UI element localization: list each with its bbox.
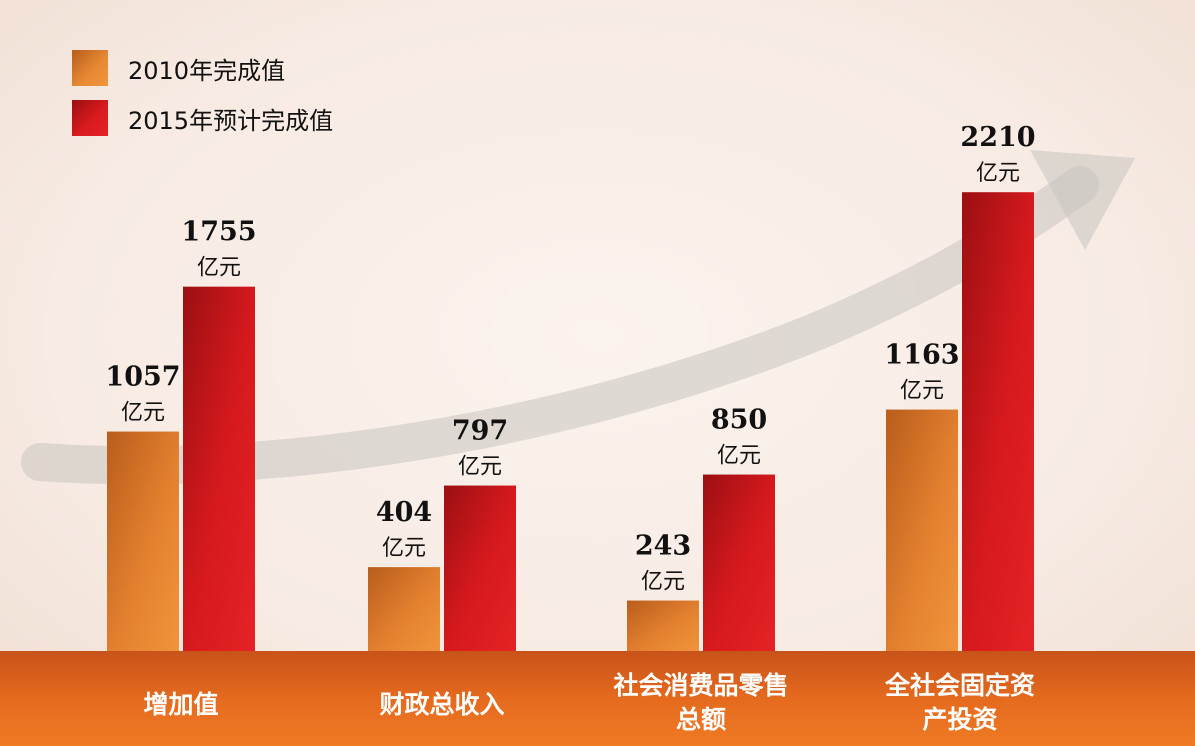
bar-2015-cat3 bbox=[962, 192, 1034, 652]
unit-label-2015-cat1: 亿元 bbox=[458, 455, 502, 480]
category-label-1: 财政总收入 bbox=[379, 690, 504, 719]
bar-2010-cat2 bbox=[627, 600, 699, 651]
legend-label-2010: 2010年完成值 bbox=[128, 56, 286, 85]
unit-label-2010-cat2: 亿元 bbox=[641, 570, 685, 595]
unit-label-2015-cat2: 亿元 bbox=[717, 444, 761, 469]
value-label-2015-cat2: 850 bbox=[711, 405, 767, 436]
legend-swatch-2010 bbox=[72, 50, 108, 86]
category-label-3-line0: 全社会固定资 bbox=[884, 671, 1035, 700]
bar-2015-cat0 bbox=[183, 286, 255, 651]
legend-label-2015: 2015年预计完成值 bbox=[128, 106, 334, 135]
category-label-2-line1: 总额 bbox=[676, 705, 726, 734]
unit-label-2015-cat3: 亿元 bbox=[976, 161, 1020, 186]
category-label-0: 增加值 bbox=[143, 690, 218, 719]
value-labels-group: 1057 亿元 1755 亿元 404 亿元 797 亿元 243 亿元 850 亿元 1163 亿元 22… bbox=[105, 122, 1035, 594]
legend-swatch-2015 bbox=[72, 100, 108, 136]
bar-2015-cat1 bbox=[444, 485, 516, 651]
value-label-2010-cat2: 243 bbox=[635, 531, 691, 562]
category-label-2-line0: 社会消费品零售 bbox=[613, 671, 788, 700]
legend: 2010年完成值 2015年预计完成值 bbox=[72, 50, 333, 150]
value-label-2015-cat1: 797 bbox=[452, 416, 508, 447]
unit-label-2015-cat0: 亿元 bbox=[197, 256, 241, 281]
bars-group bbox=[107, 192, 1034, 652]
legend-item-2010: 2010年完成值 bbox=[72, 50, 333, 86]
category-label-3-line1: 产投资 bbox=[922, 705, 997, 734]
bar-2010-cat1 bbox=[368, 567, 440, 651]
category-axis-band bbox=[0, 651, 1195, 746]
bar-2010-cat0 bbox=[107, 431, 179, 651]
value-label-2010-cat0: 1057 bbox=[105, 362, 180, 393]
bar-2015-cat2 bbox=[703, 474, 775, 651]
legend-item-2015: 2015年预计完成值 bbox=[72, 100, 333, 136]
unit-label-2010-cat0: 亿元 bbox=[121, 401, 165, 426]
value-label-2015-cat3: 2210 bbox=[960, 122, 1035, 153]
value-label-2015-cat0: 1755 bbox=[181, 217, 256, 248]
bar-2010-cat3 bbox=[886, 409, 958, 651]
value-label-2010-cat1: 404 bbox=[376, 497, 432, 528]
trend-arrowhead-icon bbox=[1030, 150, 1135, 250]
value-label-2010-cat3: 1163 bbox=[884, 340, 959, 371]
unit-label-2010-cat3: 亿元 bbox=[900, 379, 944, 404]
unit-label-2010-cat1: 亿元 bbox=[382, 536, 426, 561]
